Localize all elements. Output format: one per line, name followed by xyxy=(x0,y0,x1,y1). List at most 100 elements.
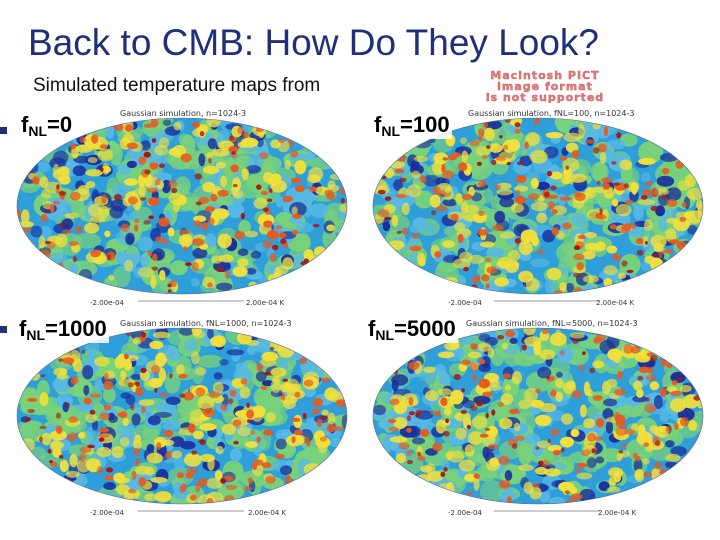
sky-map-fluctuation xyxy=(201,222,208,231)
sky-map-fluctuation xyxy=(269,253,277,262)
sky-map-fluctuation xyxy=(612,353,622,364)
sky-map-fluctuation xyxy=(511,203,524,213)
sky-map-fluctuation xyxy=(220,403,228,411)
sky-map-fluctuation xyxy=(534,414,552,427)
sky-map-fluctuation xyxy=(560,436,574,448)
sky-map-fluctuation xyxy=(124,259,134,272)
sky-map-fluctuation xyxy=(616,132,622,139)
sky-map-fluctuation xyxy=(199,131,205,137)
sky-map-fluctuation xyxy=(149,340,164,350)
sky-map-fluctuation xyxy=(481,355,491,369)
sky-map-fluctuation xyxy=(377,209,390,218)
sky-map-fluctuation xyxy=(569,173,587,183)
sky-map-fluctuation xyxy=(59,455,64,459)
sky-map-fluctuation xyxy=(554,290,563,294)
sky-map-fluctuation xyxy=(64,212,80,219)
sky-map-fluctuation xyxy=(537,366,552,379)
sky-map-fluctuation xyxy=(270,379,281,393)
sky-map-outline xyxy=(372,117,704,295)
sky-map-fluctuation xyxy=(87,157,98,164)
sky-map-fluctuation xyxy=(534,466,548,475)
sky-map-fluctuation xyxy=(108,412,115,421)
sky-map-fluctuation xyxy=(660,388,667,397)
sky-map-fluctuation xyxy=(525,132,540,146)
sky-map-fluctuation xyxy=(275,196,284,208)
sky-map-fluctuation xyxy=(108,274,115,281)
sky-map-fluctuation xyxy=(244,230,258,238)
sky-map-fluctuation xyxy=(212,381,224,394)
sky-map-fluctuation xyxy=(435,205,448,211)
sky-map-fluctuation xyxy=(119,437,130,447)
sky-map-fluctuation xyxy=(120,223,130,232)
sky-map-fluctuation xyxy=(384,216,392,221)
sky-map-fluctuation xyxy=(494,277,509,287)
sky-map-fluctuation xyxy=(211,148,230,157)
sky-map-fluctuation xyxy=(597,143,607,153)
sky-map-fluctuation xyxy=(132,337,142,345)
sky-map-fluctuation xyxy=(192,247,208,259)
sky-map-fluctuation xyxy=(529,406,541,415)
sky-map-fluctuation xyxy=(144,169,151,175)
sky-map-fluctuation xyxy=(53,200,61,205)
scale-min-label: -2.00e-04 xyxy=(90,299,124,307)
sky-map-fluctuation xyxy=(670,390,683,396)
map-panel-fnl-5000: Gaussian simulation, fNL=5000, n=1024-3 … xyxy=(364,313,712,519)
sky-map-fluctuation xyxy=(571,150,580,159)
sky-map-fluctuation xyxy=(214,470,223,480)
sky-map-fluctuation xyxy=(565,165,570,170)
sky-map-fluctuation xyxy=(584,139,596,144)
sky-map-fluctuation xyxy=(559,350,565,356)
sky-map-fluctuation xyxy=(126,142,138,150)
mollweide-temperature-map xyxy=(372,117,704,302)
sky-map-fluctuation xyxy=(124,353,129,360)
sky-map-fluctuation xyxy=(285,475,291,485)
sky-map-fluctuation xyxy=(654,461,663,470)
sky-map-fluctuation xyxy=(584,187,597,199)
sky-map-fluctuation xyxy=(146,452,163,464)
sky-map-fluctuation xyxy=(429,194,441,208)
fnl-value: =5000 xyxy=(394,316,456,341)
sky-map-fluctuation xyxy=(98,432,110,438)
sky-map-fluctuation xyxy=(151,266,158,271)
sky-map-fluctuation xyxy=(535,249,545,255)
sky-map-fluctuation xyxy=(669,239,680,245)
fnl-label: fNL=0 xyxy=(19,112,75,139)
sky-map-fluctuation xyxy=(406,459,413,465)
sky-map-fluctuation xyxy=(302,412,307,420)
sky-map-fluctuation xyxy=(50,439,63,453)
sky-map-fluctuation xyxy=(612,253,621,261)
sky-map-fluctuation xyxy=(582,351,586,356)
sky-map-fluctuation xyxy=(473,478,480,491)
sky-map-fluctuation xyxy=(90,249,101,258)
sky-map-fluctuation xyxy=(406,427,412,433)
sky-map-fluctuation xyxy=(544,468,561,477)
sky-map-fluctuation xyxy=(463,266,469,272)
sky-map-fluctuation xyxy=(246,409,255,419)
sky-map-fluctuation xyxy=(603,265,618,276)
sky-map-fluctuation xyxy=(627,181,640,193)
sky-map-fluctuation xyxy=(441,163,446,173)
sky-map-fluctuation xyxy=(529,486,542,500)
sky-map-fluctuation xyxy=(65,470,80,478)
sky-map-fluctuation xyxy=(649,355,658,362)
sky-map-fluctuation xyxy=(435,410,441,417)
sky-map-fluctuation xyxy=(299,357,307,365)
sky-map-fluctuation xyxy=(491,159,497,165)
sky-map-fluctuation xyxy=(117,353,126,362)
sky-map-fluctuation xyxy=(618,272,627,279)
pict-line-2: image format xyxy=(497,80,593,93)
sky-map-fluctuation xyxy=(674,422,679,430)
sky-map-fluctuation xyxy=(59,368,68,376)
sky-map-fluctuation xyxy=(478,210,485,216)
sky-map-fluctuation xyxy=(484,120,502,130)
sky-map-fluctuation xyxy=(86,181,96,189)
sky-map-fluctuation xyxy=(641,172,651,183)
scale-max-label: 2.00e-04 K xyxy=(246,299,285,307)
sky-map-fluctuation xyxy=(197,478,208,487)
sky-map-fluctuation xyxy=(41,432,52,446)
sky-map-fluctuation xyxy=(544,191,550,198)
sky-map-fluctuation xyxy=(666,362,673,368)
sky-map-fluctuation xyxy=(140,367,147,374)
sky-map-fluctuation xyxy=(467,351,482,359)
sky-map-fluctuation xyxy=(666,386,678,393)
